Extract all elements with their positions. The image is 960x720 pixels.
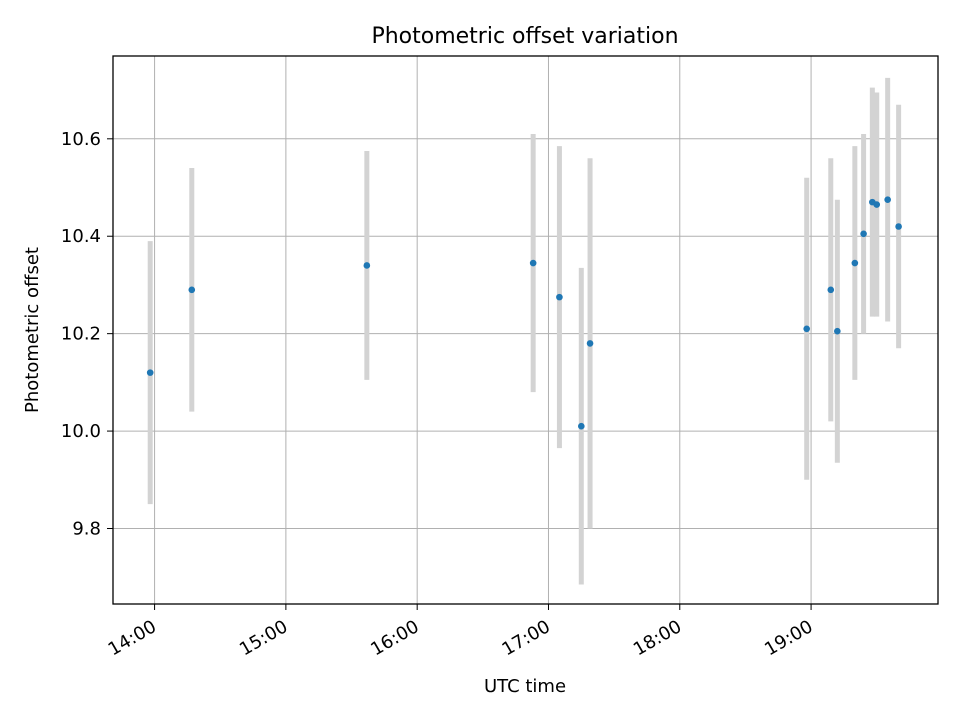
data-point xyxy=(873,201,881,208)
plot-frame xyxy=(112,55,939,605)
data-point xyxy=(884,196,891,203)
data-point xyxy=(803,325,811,333)
chart-title: Photometric offset variation xyxy=(371,24,678,49)
data-point xyxy=(529,259,537,267)
y-axis-label: Photometric offset xyxy=(22,247,43,413)
data-point xyxy=(895,223,902,230)
x-axis-label: UTC time xyxy=(484,676,566,697)
data-point xyxy=(834,327,841,335)
data-points xyxy=(146,196,902,430)
data-point xyxy=(578,422,585,430)
data-point xyxy=(827,286,835,294)
y-tick-label: 9.8 xyxy=(72,518,101,539)
grid xyxy=(113,56,938,604)
data-point xyxy=(851,259,859,267)
y-tick-label: 10.0 xyxy=(61,421,101,442)
y-tick-label: 10.4 xyxy=(61,226,101,247)
data-point xyxy=(188,286,196,294)
data-point xyxy=(146,369,154,376)
data-point xyxy=(556,293,563,301)
y-tick-label: 10.2 xyxy=(61,324,101,345)
data-point xyxy=(586,340,594,347)
data-point xyxy=(860,230,867,238)
data-point xyxy=(363,262,371,269)
y-axis-ticks: 9.8 10.0 10.2 10.4 10.6 xyxy=(61,129,113,539)
y-tick-label: 10.6 xyxy=(61,129,101,150)
